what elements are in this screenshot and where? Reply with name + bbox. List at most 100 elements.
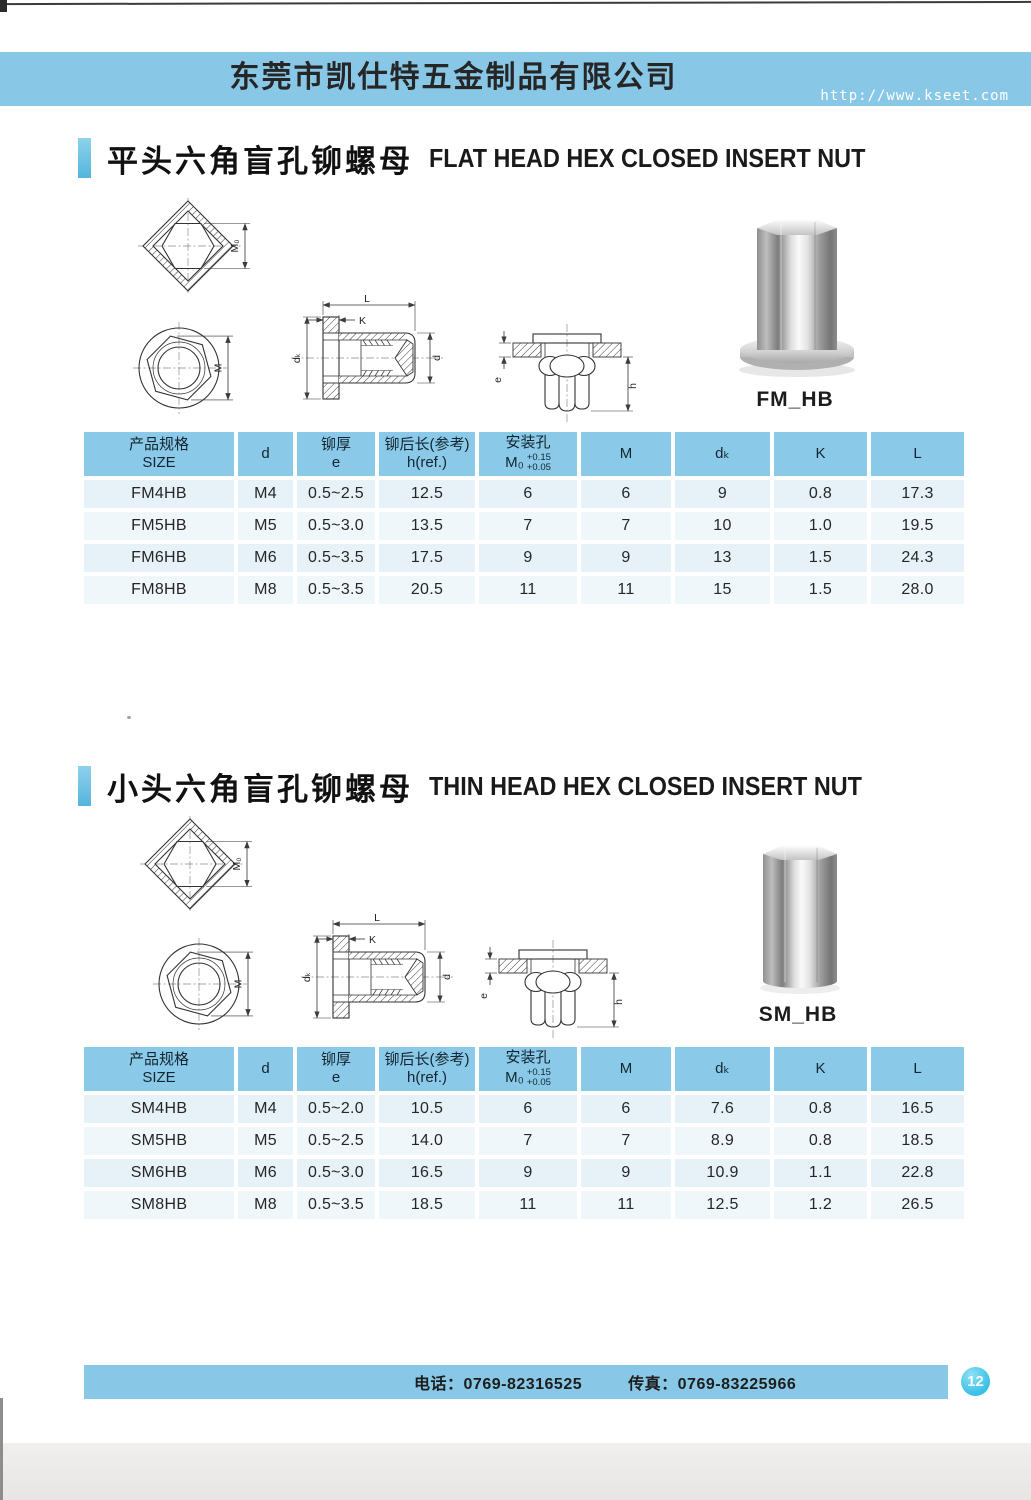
phone-number: 电话：0769-82316525 [414, 1376, 583, 1393]
scan-artifact [0, 0, 7, 12]
table-cell: 19.5 [871, 512, 964, 540]
product-label: FM_HB [756, 388, 834, 411]
table-row: FM4HB M4 0.5~2.5 12.5 6 6 9 0.8 17.3 [84, 480, 964, 508]
column-header: d [238, 432, 293, 476]
table-cell: M6 [238, 1159, 293, 1187]
table-cell: FM5HB [84, 512, 234, 540]
table-cell: 1.1 [774, 1159, 867, 1187]
table-cell: 0.8 [774, 1095, 867, 1123]
table-cell: 6 [581, 1095, 671, 1123]
table-cell: 13.5 [379, 512, 475, 540]
scan-artifact [0, 1398, 3, 1500]
table-cell: 6 [479, 1095, 577, 1123]
table-cell: 7 [581, 512, 671, 540]
table-cell: 15 [675, 576, 770, 604]
page-number-badge: 12 [961, 1367, 990, 1396]
product-photo-sm-hb [759, 845, 841, 995]
website-url: http://www.kseet.com [820, 88, 1009, 104]
table-body: FM4HB M4 0.5~2.5 12.5 6 6 9 0.8 17.3 FM5HB M5 0.5~3… [84, 480, 964, 604]
table-cell: M5 [238, 512, 293, 540]
spec-table-thin-head: 产品规格 SIZE d 铆厚 e 铆后长(参考) h(ref.) 安装孔 M₀ +0.15 +0.0… [84, 1047, 964, 1219]
column-header: 铆厚 e [297, 432, 375, 476]
table-cell: 0.8 [774, 480, 867, 508]
column-header: L [871, 1047, 964, 1091]
table-cell: 7 [479, 512, 577, 540]
page-number: 12 [967, 1373, 984, 1390]
table-cell: 6 [581, 480, 671, 508]
table-cell: 12.5 [675, 1191, 770, 1219]
column-header: K [774, 432, 867, 476]
table-cell: 18.5 [871, 1127, 964, 1155]
table-header-row: 产品规格 SIZE d 铆厚 e 铆后长(参考) h(ref.) 安装孔 M₀ +0.15 +0.0… [84, 1047, 964, 1091]
scan-artifact [127, 716, 131, 719]
table-cell: 0.5~3.0 [297, 512, 375, 540]
column-header: 铆后长(参考) h(ref.) [379, 1047, 475, 1091]
installation-drawing [483, 940, 623, 1042]
table-cell: FM4HB [84, 480, 234, 508]
table-cell: 8.9 [675, 1127, 770, 1155]
table-cell: 12.5 [379, 480, 475, 508]
table-header-row: 产品规格 SIZE d 铆厚 e 铆后长(参考) h(ref.) 安装孔 M₀ +0.15 +0.0… [84, 432, 964, 476]
table-cell: 0.8 [774, 1127, 867, 1155]
table-cell: 10.9 [675, 1159, 770, 1187]
column-header: dₖ [675, 1047, 770, 1091]
table-cell: 6 [479, 480, 577, 508]
table-cell: 11 [479, 1191, 577, 1219]
title-accent-bar [78, 766, 91, 806]
table-cell: 10 [675, 512, 770, 540]
table-cell: 10.5 [379, 1095, 475, 1123]
table-row: FM8HB M8 0.5~3.5 20.5 11 11 15 1.5 28.0 [84, 576, 964, 604]
table-cell: 0.5~2.5 [297, 1127, 375, 1155]
scan-edge-line [0, 0, 1031, 6]
table-cell: M4 [238, 1095, 293, 1123]
table-cell: 17.3 [871, 480, 964, 508]
table-cell: 9 [479, 544, 577, 572]
table-cell: M8 [238, 576, 293, 604]
hex-front-view-drawing [155, 938, 257, 1030]
table-cell: 0.5~3.0 [297, 1159, 375, 1187]
table-cell: 26.5 [871, 1191, 964, 1219]
spec-table-flat-head: 产品规格 SIZE d 铆厚 e 铆后长(参考) h(ref.) 安装孔 M₀ +0.15 +0.0… [84, 432, 964, 604]
company-name: 东莞市凯仕特五金制品有限公司 [229, 61, 678, 94]
fax-number: 传真：0769-83225966 [628, 1376, 797, 1393]
column-header: M [581, 432, 671, 476]
table-cell: 1.5 [774, 576, 867, 604]
table-cell: 16.5 [379, 1159, 475, 1187]
product-photo-fm-hb [738, 219, 856, 378]
column-header: L [871, 432, 964, 476]
table-row: FM6HB M6 0.5~3.5 17.5 9 9 13 1.5 24.3 [84, 544, 964, 572]
table-cell: 18.5 [379, 1191, 475, 1219]
side-section-drawing [283, 293, 448, 411]
table-cell: 1.0 [774, 512, 867, 540]
section-title-thin-head: 小头六角盲孔铆螺母 THIN HEAD HEX CLOSED INSERT NU… [78, 764, 910, 808]
section-title-cn: 平头六角盲孔铆螺母 [107, 143, 413, 179]
table-cell: SM8HB [84, 1191, 234, 1219]
table-cell: 0.5~3.5 [297, 576, 375, 604]
diamond-view-drawing [138, 198, 256, 293]
table-cell: 9 [675, 480, 770, 508]
product-label: SM_HB [758, 1003, 838, 1026]
table-cell: FM6HB [84, 544, 234, 572]
table-cell: 13 [675, 544, 770, 572]
table-cell: M4 [238, 480, 293, 508]
column-header: 铆厚 e [297, 1047, 375, 1091]
table-cell: 22.8 [871, 1159, 964, 1187]
table-row: SM8HB M8 0.5~3.5 18.5 11 11 12.5 1.2 26.5 [84, 1191, 964, 1219]
table-cell: SM4HB [84, 1095, 234, 1123]
column-header: 产品规格 SIZE [84, 1047, 234, 1091]
hex-front-view-drawing [135, 322, 237, 414]
section-title-cn: 小头六角盲孔铆螺母 [107, 771, 413, 807]
table-cell: 20.5 [379, 576, 475, 604]
column-header: M [581, 1047, 671, 1091]
table-body: SM4HB M4 0.5~2.0 10.5 6 6 7.6 0.8 16.5 SM5HB M5 0.5… [84, 1095, 964, 1219]
table-cell: 7 [479, 1127, 577, 1155]
table-cell: 28.0 [871, 576, 964, 604]
table-cell: 17.5 [379, 544, 475, 572]
table-cell: 11 [581, 576, 671, 604]
table-cell: 11 [479, 576, 577, 604]
table-cell: SM5HB [84, 1127, 234, 1155]
table-cell: 11 [581, 1191, 671, 1219]
column-header: 安装孔 M₀ +0.15 +0.05 [479, 432, 577, 476]
section-title-en: FLAT HEAD HEX CLOSED INSERT NUT [429, 142, 866, 173]
